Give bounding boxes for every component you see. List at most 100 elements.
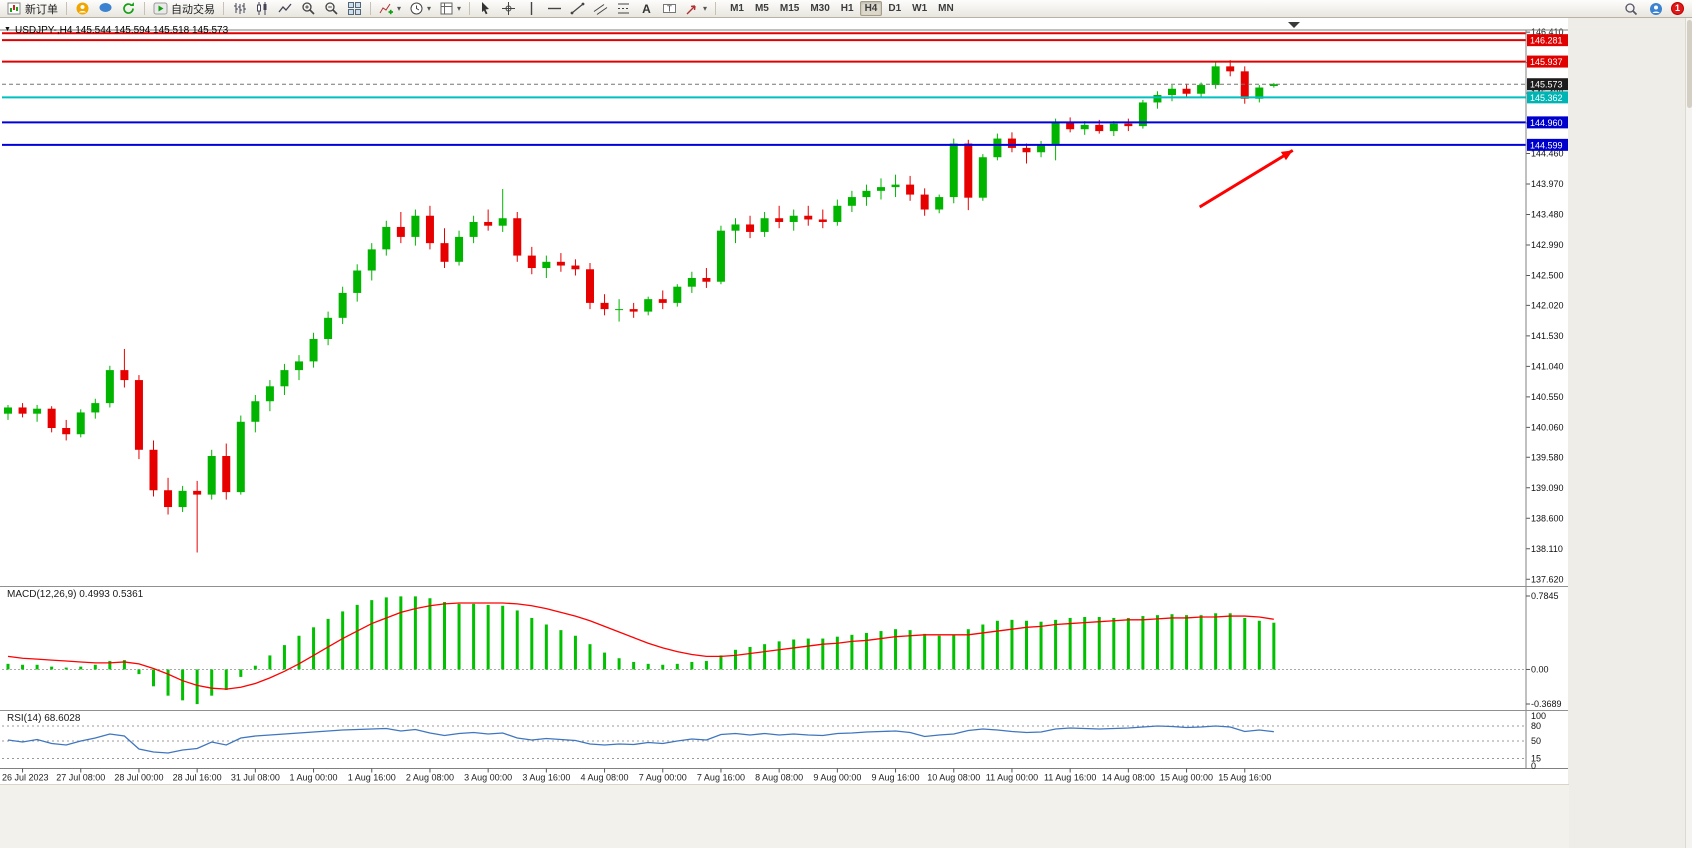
chart-title: USDJPY-,H4 145.544 145.594 145.518 145.5…: [15, 25, 229, 36]
svg-text:142.990: 142.990: [1531, 240, 1564, 250]
label-tool-button[interactable]: T: [659, 1, 680, 17]
clock-icon: [409, 1, 424, 16]
refresh-button[interactable]: [118, 1, 139, 17]
svg-text:0.00: 0.00: [1531, 664, 1549, 674]
templates-icon: [439, 1, 454, 16]
zoom-in-button[interactable]: [298, 1, 319, 17]
svg-text:145.937: 145.937: [1530, 57, 1563, 67]
chevron-down-icon: ▾: [457, 3, 462, 13]
timeframe-h4-button[interactable]: H4: [859, 1, 883, 16]
vertical-line-icon: [524, 1, 539, 16]
svg-text:140.550: 140.550: [1531, 392, 1564, 402]
cursor-icon: [478, 1, 493, 16]
channel-icon: [593, 1, 608, 16]
svg-text:3 Aug 16:00: 3 Aug 16:00: [522, 773, 570, 783]
line-chart-button[interactable]: [275, 1, 296, 17]
chat-icon: [98, 1, 113, 16]
toolbar-separator: [715, 2, 717, 15]
scrollbar-thumb[interactable]: [1687, 20, 1692, 108]
horizontal-line-button[interactable]: [544, 1, 565, 17]
svg-text:0: 0: [1531, 761, 1536, 771]
vertical-line-button[interactable]: [521, 1, 542, 17]
timeframe-d1-button[interactable]: D1: [888, 3, 902, 14]
svg-text:141.040: 141.040: [1531, 361, 1564, 371]
rsi-value: 68.6028: [44, 713, 81, 724]
svg-text:11 Aug 16:00: 11 Aug 16:00: [1044, 773, 1096, 783]
channel-button[interactable]: [590, 1, 611, 17]
svg-text:144.960: 144.960: [1530, 118, 1563, 128]
crosshair-icon: [501, 1, 516, 16]
one-click-trading-toggle[interactable]: ▼: [4, 26, 11, 33]
profile-button[interactable]: [1646, 1, 1666, 17]
periods-button[interactable]: ▾: [406, 1, 434, 17]
indicators-button[interactable]: ▾: [376, 1, 404, 17]
chat-button[interactable]: [95, 1, 116, 17]
candlestick-chart-icon: [255, 1, 270, 16]
tile-windows-button[interactable]: [344, 1, 365, 17]
bar-chart-button[interactable]: [229, 1, 250, 17]
svg-text:100: 100: [1531, 711, 1546, 721]
svg-text:143.480: 143.480: [1531, 210, 1564, 220]
svg-text:139.090: 139.090: [1531, 483, 1564, 493]
svg-text:-0.3689: -0.3689: [1531, 699, 1562, 709]
timeframe-m30-button[interactable]: M30: [810, 3, 830, 14]
notification-badge[interactable]: 1: [1671, 2, 1684, 15]
toolbar-separator: [223, 2, 224, 15]
window-scrollbar[interactable]: [1685, 18, 1692, 848]
toolbar-separator: [370, 2, 371, 15]
text-tool-button[interactable]: A: [636, 1, 657, 17]
svg-text:11 Aug 00:00: 11 Aug 00:00: [986, 773, 1038, 783]
search-button[interactable]: [1621, 1, 1641, 17]
svg-text:9 Aug 16:00: 9 Aug 16:00: [872, 773, 920, 783]
fibonacci-button[interactable]: [613, 1, 634, 17]
indicators-icon: [379, 1, 394, 16]
svg-text:137.620: 137.620: [1531, 574, 1564, 584]
label-icon: T: [662, 1, 677, 16]
candlestick-chart-button[interactable]: [252, 1, 273, 17]
arrow-shape-icon: [685, 1, 700, 16]
zoom-out-icon: [324, 1, 339, 16]
templates-button[interactable]: ▾: [436, 1, 464, 17]
macd-indicator-label: MACD(12,26,9) 0.4993 0.5361: [7, 589, 143, 600]
svg-text:26 Jul 2023: 26 Jul 2023: [2, 773, 49, 783]
new-order-button[interactable]: 新订单: [4, 1, 61, 17]
timeframe-m15-button[interactable]: M15: [779, 3, 800, 14]
workspace-empty-area: [1569, 18, 1685, 848]
svg-text:28 Jul 16:00: 28 Jul 16:00: [173, 773, 222, 783]
svg-text:T: T: [667, 5, 672, 14]
svg-text:14 Aug 08:00: 14 Aug 08:00: [1102, 773, 1155, 783]
timeframe-w1-button[interactable]: W1: [912, 3, 928, 14]
chevron-down-icon: ▾: [427, 3, 432, 13]
refresh-icon: [121, 1, 136, 16]
rsi-name: RSI(14): [7, 713, 42, 724]
line-chart-icon: [278, 1, 293, 16]
timeframe-m1-button[interactable]: M1: [730, 3, 744, 14]
autotrade-label: 自动交易: [171, 3, 215, 16]
chevron-down-icon: ▾: [703, 3, 708, 13]
timeframe-group: M1 M5 M15 M30 H1 H4 D1 W1 MN: [725, 1, 959, 16]
crosshair-button[interactable]: [498, 1, 519, 17]
autotrade-button[interactable]: 自动交易: [150, 1, 218, 17]
svg-text:27 Jul 08:00: 27 Jul 08:00: [56, 773, 105, 783]
svg-text:15 Aug 16:00: 15 Aug 16:00: [1218, 773, 1271, 783]
svg-text:138.110: 138.110: [1531, 544, 1563, 554]
trendline-button[interactable]: [567, 1, 588, 17]
shapes-dropdown-button[interactable]: ▾: [682, 1, 710, 17]
zoom-out-button[interactable]: [321, 1, 342, 17]
svg-text:A: A: [642, 2, 651, 16]
fibonacci-icon: [616, 1, 631, 16]
timeframe-m5-button[interactable]: M5: [754, 3, 769, 14]
svg-text:146.281: 146.281: [1530, 36, 1563, 46]
svg-text:2 Aug 08:00: 2 Aug 08:00: [406, 773, 454, 783]
timeframe-h1-button[interactable]: H1: [840, 3, 854, 14]
search-icon: [1624, 2, 1638, 16]
community-icon: [75, 1, 90, 16]
svg-text:146.410: 146.410: [1531, 27, 1564, 37]
community-button[interactable]: [72, 1, 93, 17]
chart-canvas[interactable]: 146.410145.920145.430144.950144.460143.9…: [0, 18, 1568, 784]
svg-text:144.460: 144.460: [1531, 149, 1564, 159]
timeframe-mn-button[interactable]: MN: [938, 3, 954, 14]
svg-text:145.362: 145.362: [1530, 93, 1563, 103]
cursor-button[interactable]: [475, 1, 496, 17]
rsi-indicator-label: RSI(14) 68.6028: [7, 713, 80, 724]
